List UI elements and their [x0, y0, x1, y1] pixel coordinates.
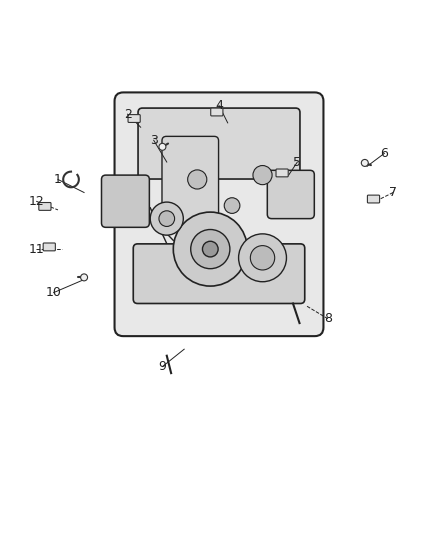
- FancyBboxPatch shape: [367, 195, 380, 203]
- FancyBboxPatch shape: [102, 175, 149, 228]
- FancyBboxPatch shape: [162, 136, 219, 224]
- Circle shape: [159, 143, 166, 150]
- Text: 11: 11: [28, 243, 44, 256]
- Text: 2: 2: [124, 108, 131, 120]
- Circle shape: [150, 202, 184, 235]
- Text: 9: 9: [159, 360, 166, 373]
- Circle shape: [187, 170, 207, 189]
- Text: 10: 10: [46, 286, 62, 299]
- Circle shape: [251, 246, 275, 270]
- Circle shape: [159, 211, 175, 227]
- FancyBboxPatch shape: [128, 115, 140, 123]
- Text: 3: 3: [150, 134, 158, 147]
- Circle shape: [361, 159, 368, 166]
- Circle shape: [253, 166, 272, 184]
- Text: 8: 8: [324, 312, 332, 325]
- Text: 12: 12: [28, 195, 44, 208]
- FancyBboxPatch shape: [133, 244, 305, 303]
- FancyBboxPatch shape: [211, 108, 223, 116]
- Circle shape: [224, 198, 240, 213]
- FancyBboxPatch shape: [267, 171, 314, 219]
- FancyBboxPatch shape: [138, 108, 300, 179]
- FancyBboxPatch shape: [276, 169, 288, 177]
- Circle shape: [173, 212, 247, 286]
- Text: 7: 7: [389, 186, 397, 199]
- Text: 4: 4: [215, 99, 223, 112]
- Circle shape: [202, 241, 218, 257]
- FancyBboxPatch shape: [39, 203, 51, 211]
- Circle shape: [191, 230, 230, 269]
- Circle shape: [239, 234, 286, 282]
- Text: 5: 5: [293, 156, 301, 168]
- FancyBboxPatch shape: [43, 243, 55, 251]
- Text: 6: 6: [381, 147, 389, 160]
- Text: 1: 1: [54, 173, 62, 186]
- FancyBboxPatch shape: [115, 92, 323, 336]
- Circle shape: [81, 274, 88, 281]
